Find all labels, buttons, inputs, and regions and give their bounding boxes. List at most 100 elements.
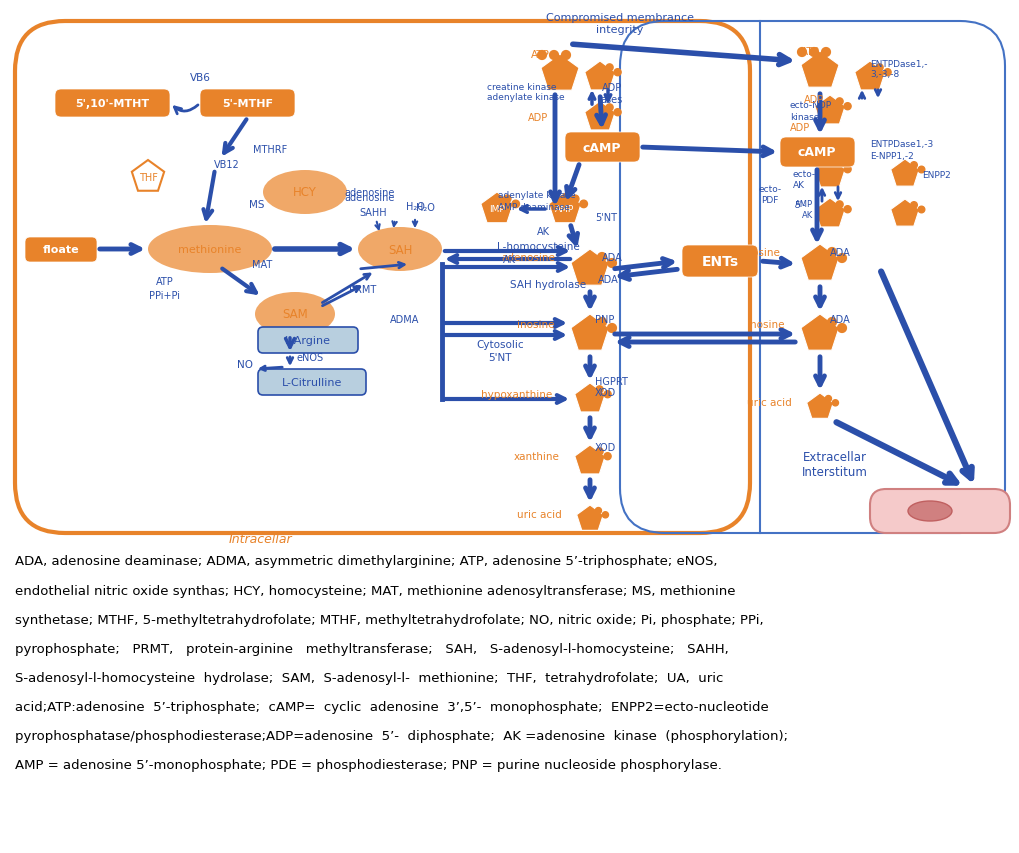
Circle shape xyxy=(613,70,621,77)
Circle shape xyxy=(595,449,602,456)
Text: L-Citrulline: L-Citrulline xyxy=(281,378,341,387)
Polygon shape xyxy=(800,52,839,88)
Circle shape xyxy=(603,392,610,398)
Text: MS: MS xyxy=(249,200,265,210)
Text: SAHH: SAHH xyxy=(359,208,386,218)
Text: AMP
AK: AMP AK xyxy=(794,200,812,219)
Text: S-adenosyl-l-homocysteine  hydrolase;  SAM,  S-adenosyl-l-  methionine;  THF,  t: S-adenosyl-l-homocysteine hydrolase; SAM… xyxy=(15,671,722,684)
Circle shape xyxy=(826,248,836,257)
Text: PRMT: PRMT xyxy=(350,285,376,294)
Text: creatine kinase: creatine kinase xyxy=(486,83,556,91)
Polygon shape xyxy=(575,445,604,474)
Circle shape xyxy=(836,162,843,169)
Text: XOD: XOD xyxy=(594,443,615,452)
Text: Extracellar
Interstitum: Extracellar Interstitum xyxy=(801,450,867,479)
Text: ADP: ADP xyxy=(789,123,809,133)
Circle shape xyxy=(602,512,608,519)
Text: XOD: XOD xyxy=(594,387,615,397)
Circle shape xyxy=(836,201,843,209)
FancyBboxPatch shape xyxy=(25,238,97,263)
Polygon shape xyxy=(814,159,845,188)
Text: integrity: integrity xyxy=(596,25,643,35)
Ellipse shape xyxy=(263,171,346,215)
Circle shape xyxy=(910,163,916,169)
Circle shape xyxy=(910,202,916,209)
Text: pyrophosphate;   PRMT,   protein-arginine   methyltransferase;   SAH,   S-adenos: pyrophosphate; PRMT, protein-arginine me… xyxy=(15,642,728,655)
FancyBboxPatch shape xyxy=(55,90,170,118)
Text: ATP: ATP xyxy=(530,50,549,60)
Ellipse shape xyxy=(255,293,334,337)
Polygon shape xyxy=(571,250,608,286)
FancyBboxPatch shape xyxy=(682,246,757,278)
Circle shape xyxy=(607,324,615,333)
Polygon shape xyxy=(890,160,918,187)
Circle shape xyxy=(883,70,891,77)
Circle shape xyxy=(605,65,612,72)
Text: eNOS: eNOS xyxy=(297,352,323,363)
Text: ADA, adenosine deaminase; ADMA, asymmetric dimethylarginine; ATP, adenosine 5’-t: ADA, adenosine deaminase; ADMA, asymmetr… xyxy=(15,554,716,567)
Text: Compromised membrance: Compromised membrance xyxy=(545,13,693,23)
Text: 5'-: 5'- xyxy=(794,200,805,209)
Circle shape xyxy=(844,103,850,111)
Text: ecto-
PDF: ecto- PDF xyxy=(758,185,781,205)
Text: H₂O: H₂O xyxy=(415,203,434,212)
Text: E-NPP1,-2: E-NPP1,-2 xyxy=(869,151,913,160)
Circle shape xyxy=(597,318,606,327)
Polygon shape xyxy=(814,199,845,228)
Circle shape xyxy=(595,386,602,393)
Polygon shape xyxy=(480,193,513,223)
Text: Intracellar: Intracellar xyxy=(228,533,291,546)
Text: adenylate kinase: adenylate kinase xyxy=(497,191,575,200)
Text: ADP: ADP xyxy=(528,113,547,123)
Text: 3,-3,-8: 3,-3,-8 xyxy=(869,71,899,79)
Text: HGPRT: HGPRT xyxy=(594,376,628,386)
Text: 5'NT: 5'NT xyxy=(488,352,512,363)
Circle shape xyxy=(571,196,579,203)
Text: PPi+Pi: PPi+Pi xyxy=(150,291,180,300)
Circle shape xyxy=(603,453,610,460)
Text: NO: NO xyxy=(236,360,253,369)
Text: 5',10'-MTHT: 5',10'-MTHT xyxy=(74,99,149,109)
Polygon shape xyxy=(571,315,608,351)
Text: acid;ATP:adenosine  5’-triphosphate;  cAMP=  cyclic  adenosine  3’,5’-  monophos: acid;ATP:adenosine 5’-triphosphate; cAMP… xyxy=(15,700,768,713)
Text: ADP: ADP xyxy=(601,83,622,93)
Text: L-homocysteine: L-homocysteine xyxy=(496,241,579,252)
Circle shape xyxy=(503,196,511,203)
Text: pyrophosphatase/phosphodiesterase;ADP=adenosine  5’-  diphosphate;  AK =adenosin: pyrophosphatase/phosphodiesterase;ADP=ad… xyxy=(15,729,788,742)
Polygon shape xyxy=(814,96,845,125)
Polygon shape xyxy=(806,393,833,419)
Text: PNP: PNP xyxy=(594,315,613,325)
Circle shape xyxy=(595,508,601,514)
Text: VB6: VB6 xyxy=(190,73,210,83)
Circle shape xyxy=(826,318,836,327)
Polygon shape xyxy=(800,245,839,281)
Text: AMP deaminase: AMP deaminase xyxy=(497,202,570,212)
Text: THF: THF xyxy=(139,173,157,183)
Text: ENPP2: ENPP2 xyxy=(921,171,950,179)
Circle shape xyxy=(597,253,606,262)
Text: ADA: ADA xyxy=(597,275,619,285)
Polygon shape xyxy=(540,55,579,91)
Polygon shape xyxy=(584,62,614,90)
Circle shape xyxy=(844,206,850,213)
Text: ADA: ADA xyxy=(829,247,850,258)
Text: adenylate kinase: adenylate kinase xyxy=(486,93,565,102)
Circle shape xyxy=(917,167,924,174)
Text: adenosine: adenosine xyxy=(726,247,780,258)
Circle shape xyxy=(836,99,843,106)
Circle shape xyxy=(613,109,621,117)
Circle shape xyxy=(837,254,846,263)
Text: uric acid: uric acid xyxy=(517,509,561,519)
Text: SAH hydrolase: SAH hydrolase xyxy=(510,280,586,290)
Text: ases: ases xyxy=(600,95,623,105)
Text: hypoxanthine: hypoxanthine xyxy=(480,390,551,399)
Text: ADA: ADA xyxy=(829,315,850,325)
Ellipse shape xyxy=(148,226,272,274)
Text: ENTPDase1,-3: ENTPDase1,-3 xyxy=(869,141,932,149)
Circle shape xyxy=(561,51,570,61)
FancyBboxPatch shape xyxy=(258,328,358,354)
Text: IMP: IMP xyxy=(489,206,504,214)
Text: L-Argine: L-Argine xyxy=(284,335,331,345)
Text: uric acid: uric acid xyxy=(747,397,791,408)
Circle shape xyxy=(844,166,850,173)
